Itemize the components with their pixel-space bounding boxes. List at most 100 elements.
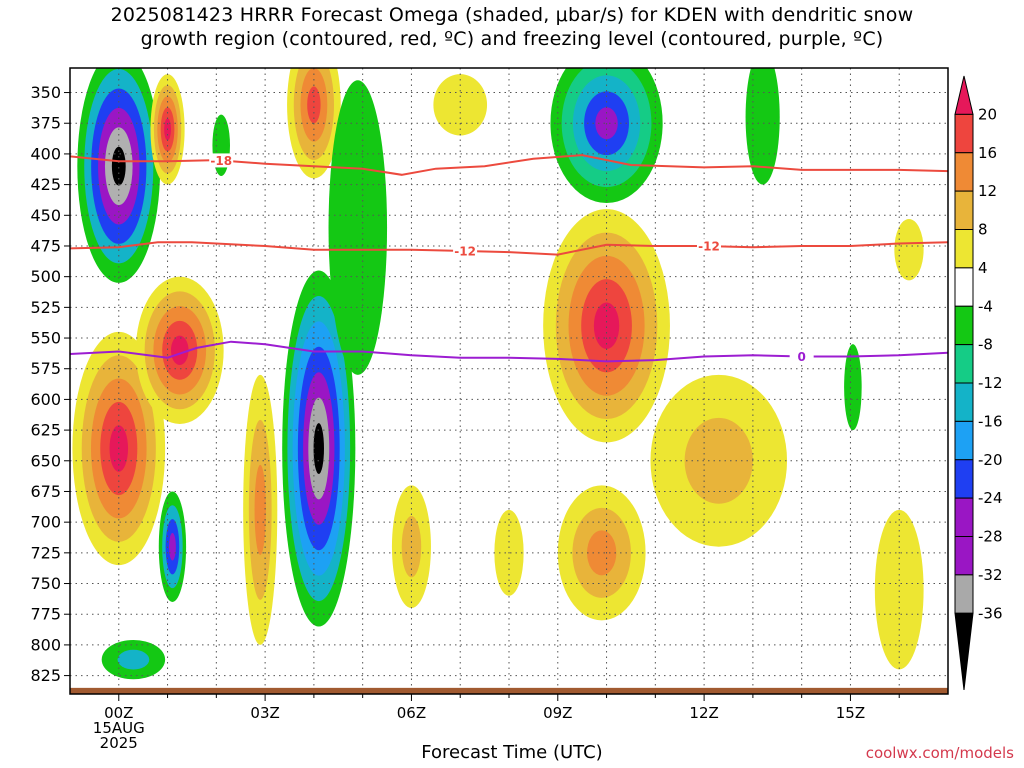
x-tick-label-00Z: 00Z — [104, 704, 133, 722]
x-tick-label-06Z: 06Z — [397, 704, 426, 722]
omega-region-16 — [745, 68, 780, 185]
omega-region-5 — [101, 639, 166, 680]
colorbar-label-4: 4 — [978, 259, 988, 277]
contour-label-bg-1 — [453, 244, 478, 259]
ground-surface — [70, 687, 948, 694]
y-tick-label-725: 725 — [30, 543, 61, 562]
colorbar-label-16: 16 — [978, 144, 997, 162]
colorbar-segment--36 — [954, 574, 974, 614]
omega-region-8 — [328, 80, 388, 375]
x-tick-label-03Z: 03Z — [250, 704, 279, 722]
omega-shade-yellow — [433, 74, 488, 136]
omega-region-0 — [77, 68, 161, 283]
omega-region-7 — [282, 270, 356, 627]
colorbar-segment--20 — [954, 420, 974, 461]
colorbar-label-12: 12 — [978, 182, 997, 200]
colorbar-segment--12 — [954, 344, 974, 384]
x-tick-year: 2025 — [100, 734, 138, 752]
colorbar-label--16: -16 — [978, 412, 1003, 430]
colorbar-top-arrow — [954, 75, 974, 115]
omega-region-2 — [135, 276, 224, 424]
colorbar-segment--28 — [954, 497, 974, 537]
omega-shade-black — [111, 146, 126, 186]
y-tick-label-375: 375 — [30, 114, 61, 133]
omega-region-11 — [550, 68, 663, 203]
y-tick-label-750: 750 — [30, 574, 61, 593]
colorbar-segment--24 — [954, 459, 974, 499]
y-tick-label-775: 775 — [30, 605, 61, 624]
omega-shade-red — [307, 86, 321, 124]
colorbar-segment-8 — [954, 190, 974, 230]
contour-label-bg-2 — [696, 239, 721, 254]
x-tick-label-12Z: 12Z — [689, 704, 718, 722]
omega-shade-gold — [684, 417, 753, 504]
y-tick-label-475: 475 — [30, 236, 61, 255]
omega-shade-purple — [169, 532, 176, 561]
omega-region-17 — [844, 344, 862, 431]
y-tick-label-350: 350 — [30, 83, 61, 102]
colorbar-segment-12 — [954, 152, 974, 192]
colorbar-label-8: 8 — [978, 221, 988, 239]
contour-label-bg-0 — [209, 153, 234, 168]
contour-label-0: -18 — [210, 154, 232, 168]
colorbar-label--36: -36 — [978, 604, 1003, 622]
omega-shade-yellow — [874, 509, 924, 670]
omega-region-19 — [894, 218, 924, 281]
contour-label-bg-3 — [789, 349, 814, 364]
y-tick-label-650: 650 — [30, 451, 61, 470]
grid-lines — [70, 68, 948, 694]
omega-shade-green — [844, 344, 862, 431]
y-tick-label-700: 700 — [30, 513, 61, 532]
y-tick-label-450: 450 — [30, 206, 61, 225]
colorbar-segment-16 — [954, 113, 974, 154]
x-axis-label: Forecast Time (UTC) — [421, 742, 603, 763]
colorbar-label--8: -8 — [978, 336, 993, 354]
omega-region-4 — [158, 491, 187, 602]
y-tick-label-400: 400 — [30, 144, 61, 163]
y-tick-label-525: 525 — [30, 298, 61, 317]
y-axis: 350 375 400 425 450 475 500 525 550 575 600 625 650 6… — [30, 83, 70, 685]
colorbar: 20 16 12 8 4 -4 -8 -12 -16 -20 -24 -28 -32 -36 — [954, 75, 1003, 691]
omega-shade-orange — [254, 464, 266, 555]
omega-region-15 — [557, 485, 646, 621]
contour-label-1: -12 — [454, 245, 476, 259]
y-tick-label-675: 675 — [30, 482, 61, 501]
contour-line-1 — [70, 241, 948, 256]
y-tick-label-500: 500 — [30, 267, 61, 286]
omega-shade-green — [745, 68, 780, 185]
omega-shade-pink — [593, 302, 620, 350]
colorbar-segment-4 — [954, 229, 974, 269]
colorbar-label--20: -20 — [978, 451, 1003, 469]
colorbar-label--12: -12 — [978, 374, 1003, 392]
omega-region-12 — [433, 74, 488, 136]
x-tick-date: 15AUG — [93, 719, 145, 737]
omega-shade-black — [313, 423, 324, 474]
colorbar-label--4: -4 — [978, 297, 993, 315]
omega-shade-pink — [170, 335, 189, 366]
y-tick-label-625: 625 — [30, 421, 61, 440]
colorbar-label--32: -32 — [978, 566, 1003, 584]
plot-area: -18 -12 -12 0 — [70, 68, 948, 694]
y-tick-label-800: 800 — [30, 635, 61, 654]
colorbar-bottom-arrow — [954, 612, 974, 691]
colorbar-segment--32 — [954, 536, 974, 576]
colorbar-segment--4 — [954, 267, 974, 307]
contour-line-0 — [70, 154, 948, 176]
omega-shade-yellow — [894, 218, 924, 281]
colorbar-label--24: -24 — [978, 489, 1003, 507]
colorbar-segment--8 — [954, 305, 974, 346]
contour-label-2: -12 — [698, 240, 720, 254]
y-tick-label-425: 425 — [30, 175, 61, 194]
omega-shade-cyan — [117, 649, 150, 670]
chart-title-line-2: growth region (contoured, red, ºC) and f… — [140, 28, 884, 50]
y-tick-label-575: 575 — [30, 359, 61, 378]
x-tick-label-09Z: 09Z — [543, 704, 572, 722]
omega-shade-green — [328, 80, 388, 375]
source-credit[interactable]: coolwx.com/models — [865, 744, 1014, 762]
omega-shade-orange — [587, 530, 617, 576]
omega-region-9 — [243, 374, 278, 645]
y-tick-label-550: 550 — [30, 329, 61, 348]
y-tick-label-600: 600 — [30, 390, 61, 409]
chart-title-line-1: 2025081423 HRRR Forecast Omega (shaded, … — [110, 4, 914, 26]
